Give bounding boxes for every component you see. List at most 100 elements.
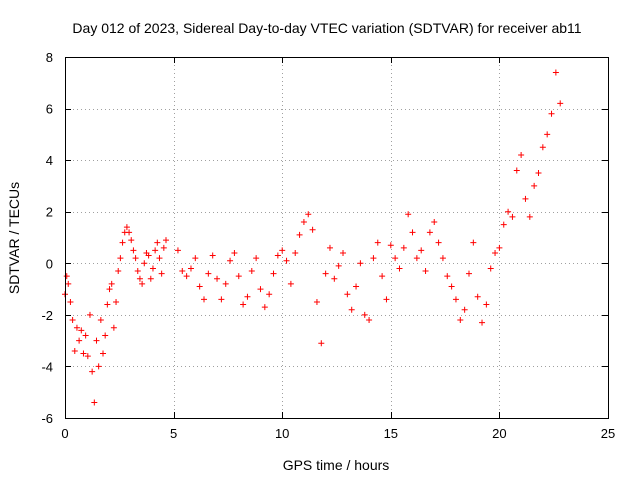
data-point (470, 239, 477, 246)
data-point (154, 239, 161, 246)
data-point (65, 280, 72, 287)
data-point (313, 298, 320, 305)
data-point (248, 268, 255, 275)
data-point (435, 239, 442, 246)
data-point (261, 304, 268, 311)
data-point (266, 291, 273, 298)
data-point (95, 363, 102, 370)
data-point (274, 252, 281, 259)
data-point (331, 275, 338, 282)
data-point (104, 301, 111, 308)
data-point (218, 296, 225, 303)
data-point (100, 350, 107, 357)
data-point (73, 324, 80, 331)
data-point (91, 399, 98, 406)
data-point (457, 317, 464, 324)
grid-lines (65, 57, 608, 418)
data-point (479, 319, 486, 326)
data-point (487, 265, 494, 272)
data-point (134, 268, 141, 275)
data-point (509, 213, 516, 220)
data-point (492, 249, 499, 256)
data-point (474, 293, 481, 300)
data-point (461, 306, 468, 313)
data-point (344, 291, 351, 298)
y-tick-label: -2 (41, 308, 53, 323)
data-point (361, 311, 368, 318)
data-point (209, 252, 216, 259)
data-point (270, 270, 277, 277)
data-point (257, 286, 264, 293)
data-point (292, 249, 299, 256)
data-point (426, 229, 433, 236)
data-point (141, 260, 148, 267)
data-point (149, 265, 156, 272)
data-point (518, 151, 525, 158)
data-point (539, 144, 546, 151)
data-point (557, 100, 564, 107)
data-point (522, 195, 529, 202)
data-point (160, 244, 167, 251)
data-point (283, 257, 290, 264)
data-point (106, 286, 113, 293)
data-point (465, 270, 472, 277)
data-point (279, 247, 286, 254)
data-point (108, 280, 115, 287)
data-point (158, 270, 165, 277)
data-point (448, 283, 455, 290)
data-point (205, 270, 212, 277)
y-tick-label: -4 (41, 359, 53, 374)
y-tick-label: 2 (46, 205, 53, 220)
y-tick-label: 0 (46, 256, 53, 271)
data-point (119, 239, 126, 246)
data-point (296, 231, 303, 238)
data-point (548, 110, 555, 117)
data-point (405, 211, 412, 218)
data-point (76, 337, 83, 344)
data-point (452, 296, 459, 303)
data-point (174, 247, 181, 254)
data-point (340, 249, 347, 256)
data-point (130, 247, 137, 254)
data-point (300, 219, 307, 226)
data-point (128, 237, 135, 244)
data-point (145, 252, 152, 259)
data-point (309, 226, 316, 233)
data-point (123, 224, 130, 231)
data-point (231, 249, 238, 256)
x-tick-labels: 0 5 10 15 20 25 (61, 426, 615, 441)
data-point (505, 208, 512, 215)
x-axis-title: GPS time / hours (283, 457, 390, 473)
data-point (253, 255, 260, 262)
data-point (89, 368, 96, 375)
data-point (147, 275, 154, 282)
data-point (409, 229, 416, 236)
data-point (366, 317, 373, 324)
x-tick-label: 15 (384, 426, 398, 441)
x-tick-label: 10 (275, 426, 289, 441)
data-point (132, 255, 139, 262)
data-point (444, 273, 451, 280)
data-point (179, 268, 186, 275)
data-point (413, 255, 420, 262)
data-point (400, 244, 407, 251)
data-point (357, 260, 364, 267)
data-point (69, 317, 76, 324)
data-point (496, 244, 503, 251)
data-point (156, 255, 163, 262)
data-point (117, 255, 124, 262)
data-point (113, 298, 120, 305)
data-point (531, 182, 538, 189)
data-point (192, 255, 199, 262)
data-point (387, 242, 394, 249)
data-points (62, 69, 564, 406)
data-point (126, 229, 133, 236)
data-point (86, 311, 93, 318)
x-tick-label: 25 (601, 426, 615, 441)
data-point (287, 280, 294, 287)
data-point (240, 301, 247, 308)
data-point (97, 317, 104, 324)
y-tick-label: 6 (46, 102, 53, 117)
